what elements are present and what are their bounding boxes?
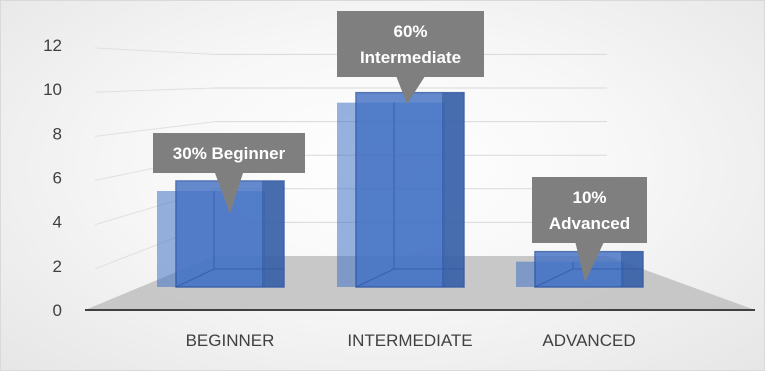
data-label-pointer xyxy=(396,77,425,104)
bar-right-shade xyxy=(262,181,284,287)
bar-inner-edge xyxy=(534,268,574,288)
data-label-text: Intermediate xyxy=(360,48,461,67)
data-label-text: Advanced xyxy=(549,214,630,233)
bar xyxy=(157,180,285,288)
data-label-pointer xyxy=(215,173,243,214)
data-label-text: 10% xyxy=(572,188,606,207)
data-label-text: 30% Beginner xyxy=(173,144,286,163)
data-label: 10% Advanced xyxy=(532,177,647,282)
y-tick-label: 8 xyxy=(53,124,62,143)
bar xyxy=(337,91,465,288)
label-layer: 30% Beginner 60% Intermediate 10% Advanced xyxy=(153,11,647,282)
y-tick-label: 2 xyxy=(53,257,62,276)
y-tick-label: 6 xyxy=(53,169,62,188)
y-tick-label: 12 xyxy=(43,36,62,55)
bar-right-shade xyxy=(442,92,464,288)
bar-inner-edge xyxy=(355,268,395,288)
data-label: 30% Beginner xyxy=(153,133,305,214)
y-tick-label: 10 xyxy=(43,80,62,99)
data-label-box xyxy=(532,177,647,243)
y-tick-label: 0 xyxy=(53,301,62,320)
data-label-text: 60% xyxy=(393,22,427,41)
x-category-label: INTERMEDIATE xyxy=(347,331,472,350)
data-label: 60% Intermediate xyxy=(337,11,484,104)
gridline-side xyxy=(94,121,216,137)
x-category-label: BEGINNER xyxy=(186,331,275,350)
gridline-side xyxy=(94,47,216,55)
bar-layer xyxy=(157,91,644,288)
y-tick-label: 4 xyxy=(53,213,62,232)
gridline-side xyxy=(94,87,216,93)
x-category-label: ADVANCED xyxy=(542,331,635,350)
bar-inner-edge xyxy=(175,268,215,288)
data-label-pointer xyxy=(575,243,604,282)
data-label-box xyxy=(153,133,305,173)
axis-layer: 0 2 4 6 8 10 12 BEGINNER INTERMEDIATE ADVANCED xyxy=(43,36,755,350)
data-label-box xyxy=(337,11,484,77)
